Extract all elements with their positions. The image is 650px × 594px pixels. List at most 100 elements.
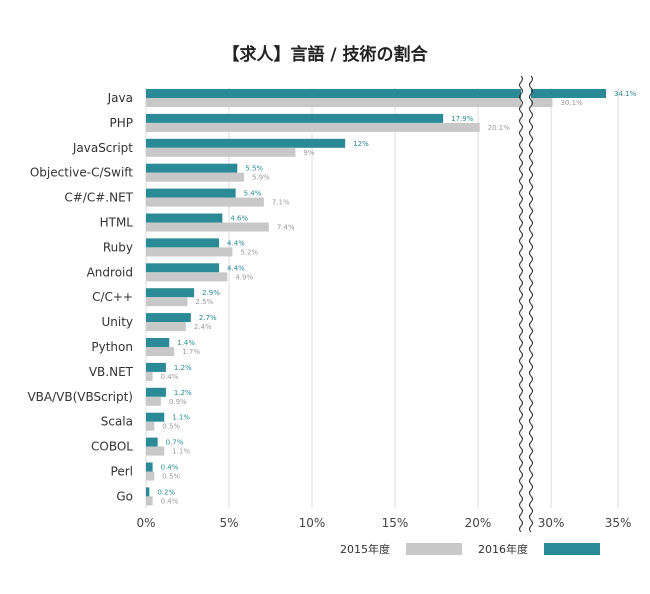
x-axis-ticks: 0% 5% 10% 15% 20% 30% 35%: [136, 516, 631, 530]
bar-cobol-2015: [146, 446, 165, 456]
bar-vba-vb-vbscript-2016: [146, 387, 166, 397]
data-label-cobol-2016: 0.7%: [166, 439, 184, 447]
bar-go-2015: [146, 496, 153, 506]
x-tick-10: 10%: [299, 516, 326, 530]
category-label-vba-vb-vbscript: VBA/VB(VBScript): [27, 390, 133, 404]
bar-python-2015: [146, 347, 175, 356]
data-label-scala-2015: 0.5%: [162, 423, 180, 431]
bar-c-c-net-2016: [146, 188, 236, 198]
data-label-go-2016: 0.2%: [157, 488, 175, 496]
bar-html-2016: [146, 213, 223, 223]
category-label-unity: Unity: [101, 315, 133, 329]
bar-c-c-net-2015: [146, 197, 264, 207]
data-label-ruby-2016: 4.4%: [227, 239, 245, 247]
category-label-php: PHP: [110, 116, 134, 130]
data-label-vb-net-2015: 0.4%: [161, 373, 179, 381]
category-label-java: Java: [107, 91, 133, 105]
bar-vb-net-2015: [146, 371, 153, 381]
data-label-objective-c-swift-2015: 5.9%: [252, 174, 270, 182]
axis-break-gap: [521, 78, 531, 530]
data-label-php-2015: 20.1%: [488, 124, 511, 132]
chart-title: 【求人】言語 / 技術の割合: [222, 44, 428, 65]
data-label-c-c-2015: 2.5%: [196, 298, 214, 306]
bar-php-2016: [146, 113, 444, 123]
category-label-perl: Perl: [111, 465, 133, 479]
data-label-vb-net-2016: 1.2%: [174, 364, 192, 372]
category-label-cobol: COBOL: [91, 440, 133, 454]
bar-cobol-2016: [146, 437, 158, 447]
data-label-android-2016: 4.4%: [227, 264, 245, 272]
data-label-ruby-2015: 5.2%: [240, 248, 258, 256]
bar-unity-2015: [146, 322, 186, 332]
bar-scala-2015: [146, 421, 155, 431]
data-label-unity-2016: 2.7%: [199, 314, 217, 322]
data-label-python-2015: 1.7%: [182, 348, 200, 356]
x-tick-15: 15%: [382, 516, 409, 530]
data-label-perl-2016: 0.4%: [161, 464, 179, 472]
data-label-perl-2015: 0.5%: [162, 473, 180, 481]
axis-break-line-left: [518, 75, 524, 533]
data-label-c-c-net-2016: 5.4%: [244, 190, 262, 198]
data-label-cobol-2015: 1.1%: [172, 448, 190, 456]
legend-swatch-2016: [544, 543, 600, 555]
bar-vb-net-2016: [146, 362, 166, 372]
data-label-javascript-2016: 12%: [353, 140, 369, 148]
category-label-objective-c-swift: Objective-C/Swift: [30, 166, 133, 180]
data-label-php-2016: 17.9%: [451, 115, 474, 123]
bar-android-2015: [146, 272, 228, 282]
category-label-python: Python: [91, 340, 133, 354]
bar-objective-c-swift-2015: [146, 172, 244, 182]
bar-scala-2016: [146, 412, 165, 422]
x-tick-30: 30%: [538, 516, 565, 530]
bar-python-2016: [146, 338, 170, 347]
data-label-html-2015: 7.4%: [277, 224, 295, 232]
bar-c-c-2015: [146, 297, 188, 307]
bar-c-c-2016: [146, 288, 195, 298]
bar-ruby-2015: [146, 247, 233, 257]
legend-label-2015: 2015年度: [340, 542, 390, 556]
category-labels: Java PHP JavaScript Objective-C/Swift C#/C#.…: [27, 91, 133, 503]
data-label-c-c-net-2015: 7.1%: [272, 199, 290, 207]
bar-java-2016: [146, 89, 607, 98]
data-label-android-2015: 4.9%: [235, 273, 253, 281]
bar-perl-2016: [146, 462, 153, 472]
category-label-c-c: C/C++: [92, 290, 133, 304]
category-label-c-c-net: C#/C#.NET: [64, 191, 133, 205]
axis-break-line-right: [528, 75, 534, 533]
bar-javascript-2016: [146, 138, 346, 148]
category-label-javascript: JavaScript: [72, 141, 133, 155]
category-label-scala: Scala: [101, 415, 133, 429]
bar-go-2016: [146, 487, 150, 497]
bars: 34.1% 30.1% 17.9% 20.1% 12% 9% 5.5%5.9% 5.4% 7.1…: [146, 89, 637, 506]
category-label-vb-net: VB.NET: [89, 365, 134, 379]
legend-label-2016: 2016年度: [478, 542, 528, 556]
data-label-scala-2016: 1.1%: [172, 414, 190, 422]
data-label-unity-2015: 2.4%: [194, 323, 212, 331]
data-label-objective-c-swift-2016: 5.5%: [245, 165, 263, 173]
gridlines: [145, 88, 619, 508]
bar-php-2015: [146, 122, 480, 132]
bar-vba-vb-vbscript-2015: [146, 396, 161, 406]
x-tick-35: 35%: [605, 516, 632, 530]
data-label-vba-vb-vbscript-2015: 0.9%: [169, 398, 187, 406]
axis-break-marker: [518, 75, 534, 533]
bar-objective-c-swift-2016: [146, 163, 238, 173]
bar-perl-2015: [146, 471, 155, 481]
data-label-python-2016: 1.4%: [177, 339, 195, 347]
bar-java-2015: [146, 98, 553, 107]
bar-html-2015: [146, 222, 269, 232]
bar-javascript-2015: [146, 147, 296, 157]
bar-unity-2016: [146, 313, 191, 323]
category-label-android: Android: [87, 265, 133, 279]
data-label-java-2016: 34.1%: [614, 90, 637, 98]
data-label-c-c-2016: 2.9%: [202, 289, 220, 297]
data-label-vba-vb-vbscript-2016: 1.2%: [174, 389, 192, 397]
data-label-go-2015: 0.4%: [161, 497, 179, 505]
category-label-go: Go: [116, 489, 133, 503]
category-label-html: HTML: [100, 216, 134, 230]
x-tick-20: 20%: [465, 516, 492, 530]
legend-swatch-2015: [406, 543, 462, 555]
x-tick-0: 0%: [136, 516, 155, 530]
data-label-html-2016: 4.6%: [230, 215, 248, 223]
